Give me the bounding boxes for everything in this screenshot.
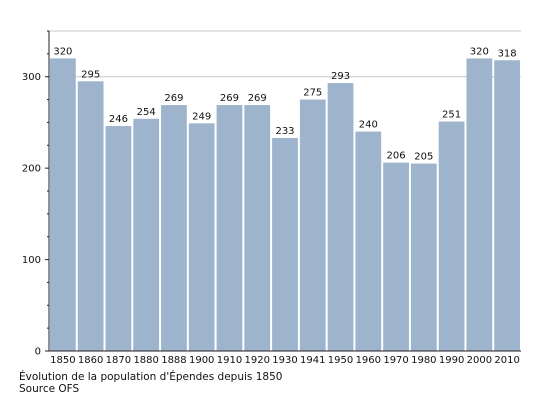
x-tick-label: 1941 <box>300 355 325 366</box>
bar <box>133 118 160 352</box>
bar <box>216 105 243 351</box>
value-label: 233 <box>275 126 294 137</box>
x-tick-label: 1888 <box>161 355 186 366</box>
value-label: 318 <box>498 48 517 59</box>
bar <box>438 121 465 351</box>
x-tick-label: 1990 <box>439 355 464 366</box>
value-label: 254 <box>137 107 156 118</box>
value-label: 295 <box>81 69 100 80</box>
gridlines <box>49 30 521 78</box>
chart-source: Source OFS <box>19 383 80 395</box>
value-label: 205 <box>414 152 433 163</box>
value-label: 206 <box>387 151 406 162</box>
x-tick-label: 1930 <box>272 355 297 366</box>
x-tick-label: 1860 <box>78 355 103 366</box>
x-tick-label: 1910 <box>217 355 242 366</box>
value-labels: 320 295 246 254 269 249 269 269 233 275 293 240 206 2… <box>53 46 516 162</box>
value-label: 320 <box>470 46 489 57</box>
bar <box>244 105 271 351</box>
bar <box>327 83 354 351</box>
y-tick-label: 100 <box>22 255 41 266</box>
bar <box>105 126 132 351</box>
bar <box>466 58 493 352</box>
x-tick-label: 1880 <box>133 355 158 366</box>
x-tick-labels: 1850 1860 1870 1880 1888 1900 1910 1920 1930 1941… <box>50 355 520 366</box>
value-label: 240 <box>359 120 378 131</box>
value-label: 246 <box>109 114 128 125</box>
x-tick-label: 2010 <box>494 355 519 366</box>
x-tick-label: 2000 <box>467 355 492 366</box>
bar <box>161 105 187 351</box>
y-tick-label: 200 <box>22 164 41 175</box>
value-label: 251 <box>442 110 461 121</box>
value-label: 269 <box>164 93 183 104</box>
y-tick-labels: 0 100 200 300 <box>22 72 41 357</box>
bar <box>410 163 437 351</box>
x-tick-label: 1960 <box>356 355 381 366</box>
x-tick-label: 1950 <box>328 355 353 366</box>
value-label: 249 <box>192 111 211 122</box>
bar <box>50 58 76 352</box>
chart-caption: Évolution de la population d'Épendes dep… <box>19 371 283 383</box>
value-label: 320 <box>53 46 72 57</box>
x-tick-label: 1900 <box>189 355 214 366</box>
bars <box>50 58 520 352</box>
bar <box>494 60 520 351</box>
x-tick-label: 1980 <box>411 355 436 366</box>
x-tick-label: 1850 <box>50 355 75 366</box>
x-tick-label: 1870 <box>106 355 131 366</box>
y-tick-label: 300 <box>22 72 41 83</box>
bar <box>355 131 382 351</box>
bar <box>77 81 104 352</box>
bar <box>188 123 215 351</box>
y-tick-label: 0 <box>35 347 41 358</box>
axes <box>45 30 521 352</box>
bar <box>299 99 326 351</box>
bar <box>383 162 409 351</box>
x-tick-label: 1970 <box>383 355 408 366</box>
value-label: 293 <box>331 71 350 82</box>
value-label: 275 <box>303 88 322 99</box>
value-label: 269 <box>248 93 267 104</box>
x-tick-label: 1920 <box>245 355 270 366</box>
value-label: 269 <box>220 93 239 104</box>
bar <box>272 137 298 351</box>
